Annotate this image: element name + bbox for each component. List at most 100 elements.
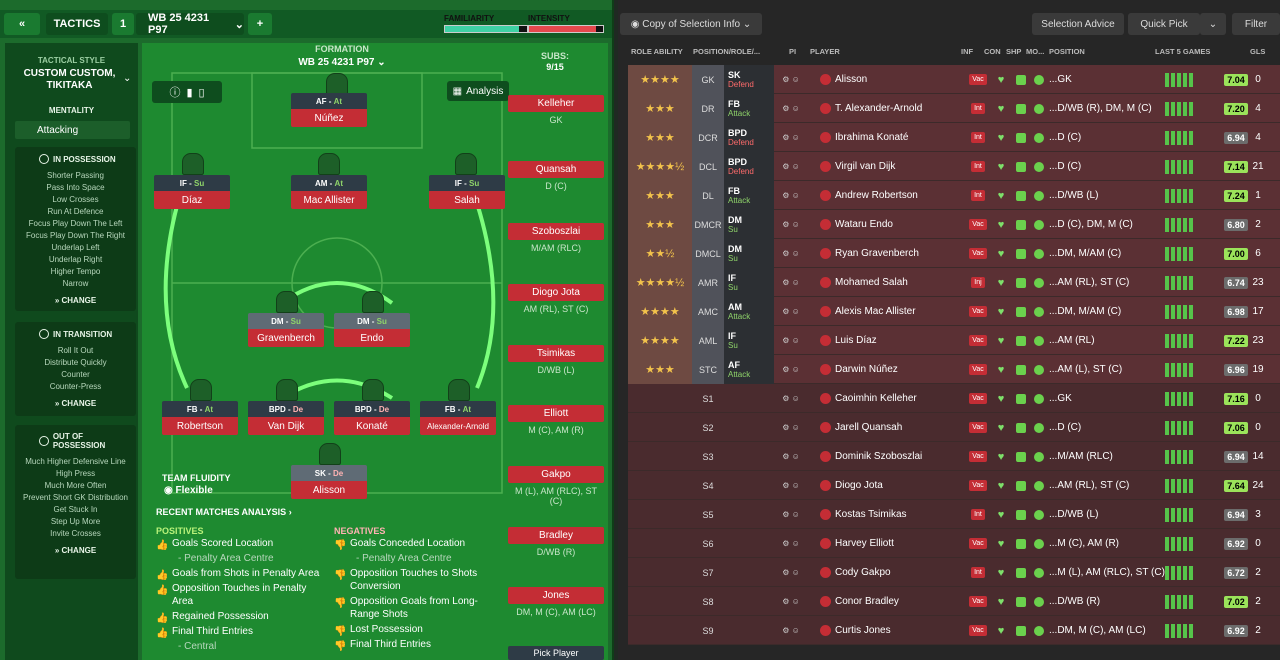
player-instructions-icon[interactable]: ⚙ ☺ [782, 365, 800, 374]
role-cell[interactable]: IF Su [724, 326, 774, 355]
role-duty[interactable]: FB - At [420, 401, 496, 417]
player-instructions-icon[interactable]: ⚙ ☺ [782, 452, 800, 461]
col-inf[interactable]: INF [961, 47, 974, 56]
role-cell[interactable]: SK Defend [724, 65, 774, 94]
player-cell[interactable]: Alisson [820, 65, 960, 94]
col-position-role[interactable]: POSITION/ROLE/... [693, 47, 761, 56]
player-instructions-icon[interactable]: ⚙ ☺ [782, 191, 800, 200]
player-name[interactable]: Alexander-Arnold [420, 417, 496, 435]
player-instructions-icon[interactable]: ⚙ ☺ [782, 510, 800, 519]
col-position[interactable]: POSITION [1049, 47, 1085, 56]
col-gls[interactable]: GLS [1250, 47, 1266, 56]
table-row[interactable]: S6 ⚙ ☺ Harvey Elliott Vac ♥ ...M (C), AM (R) 6… [628, 529, 1280, 558]
table-row[interactable]: S2 ⚙ ☺ Jarell Quansah Vac ♥ ...D (C) 7.06 0 [628, 413, 1280, 442]
table-row[interactable]: ★★★★½ DCL BPD Defend ⚙ ☺ Virgil van Dijk Int ♥.… [628, 152, 1280, 181]
position-slot-dcl[interactable]: BPD - De Van Dijk [248, 401, 324, 435]
player-cell[interactable]: Conor Bradley [820, 587, 960, 616]
position-slot-dmcl[interactable]: DM - Su Gravenberch [248, 313, 324, 347]
table-row[interactable]: ★★½ DMCL DM Su ⚙ ☺ Ryan Gravenberch Vac ♥ ...DM,… [628, 239, 1280, 268]
player-name[interactable]: Konaté [334, 417, 410, 435]
sub-slot[interactable]: Kelleher GK [508, 95, 604, 125]
col-player[interactable]: PLAYER [810, 47, 840, 56]
sub-slot[interactable]: Bradley D/WB (R) [508, 527, 604, 557]
table-row[interactable]: S5 ⚙ ☺ Kostas Tsimikas Int ♥ ...D/WB (L) 6.94 3 [628, 500, 1280, 529]
col-role-ability[interactable]: ROLE ABILITY [631, 47, 683, 56]
position-slot-af[interactable]: AF - At Núñez [291, 93, 367, 127]
player-instructions-icon[interactable]: ⚙ ☺ [782, 307, 800, 316]
sub-name[interactable]: Szoboszlai [508, 223, 604, 240]
change-out-of-possession-button[interactable]: » CHANGE [54, 546, 97, 555]
player-instructions-icon[interactable]: ⚙ ☺ [782, 249, 800, 258]
player-instructions-icon[interactable]: ⚙ ☺ [782, 423, 800, 432]
player-instructions-icon[interactable]: ⚙ ☺ [782, 75, 800, 84]
player-cell[interactable]: Curtis Jones [820, 616, 960, 645]
tactic-selector[interactable]: WB 25 4231 P97 ⌄ [136, 12, 244, 36]
sub-name[interactable]: Jones [508, 587, 604, 604]
sub-slot[interactable]: Quansah D (C) [508, 161, 604, 191]
selection-advice-button[interactable]: Selection Advice [1032, 13, 1124, 35]
sub-slot[interactable]: Tsimikas D/WB (L) [508, 345, 604, 375]
position-slot-gk[interactable]: SK - De Alisson [291, 465, 367, 499]
player-cell[interactable]: Darwin Núñez [820, 355, 960, 384]
role-cell[interactable]: AF Attack [724, 355, 774, 384]
player-name[interactable]: Mac Allister [291, 191, 367, 209]
role-duty[interactable]: FB - At [162, 401, 238, 417]
role-duty[interactable]: AM - At [291, 175, 367, 191]
player-cell[interactable]: Diogo Jota [820, 471, 960, 500]
sub-name[interactable]: Elliott [508, 405, 604, 422]
sub-name[interactable]: Bradley [508, 527, 604, 544]
tactical-style-value[interactable]: CUSTOM CUSTOM, TIKITAKA [23, 68, 116, 91]
player-name[interactable]: Gravenberch [248, 329, 324, 347]
role-cell[interactable]: IF Su [724, 268, 774, 297]
player-cell[interactable]: Virgil van Dijk [820, 152, 960, 181]
player-instructions-icon[interactable]: ⚙ ☺ [782, 278, 800, 287]
player-instructions-icon[interactable]: ⚙ ☺ [782, 568, 800, 577]
role-duty[interactable]: IF - Su [429, 175, 505, 191]
position-slot-ifl[interactable]: IF - Su Díaz [154, 175, 230, 209]
role-cell[interactable]: BPD Defend [724, 152, 774, 181]
col-shp[interactable]: SHP [1006, 47, 1022, 56]
role-cell[interactable]: BPD Defend [724, 123, 774, 152]
player-instructions-icon[interactable]: ⚙ ☺ [782, 481, 800, 490]
chevron-down-icon[interactable]: ⌄ [123, 73, 132, 84]
player-cell[interactable]: Mohamed Salah [820, 268, 960, 297]
position-slot-ifr[interactable]: IF - Su Salah [429, 175, 505, 209]
double-chevron-left-icon[interactable]: « [4, 13, 40, 35]
mentality-selector[interactable]: Attacking [15, 121, 130, 139]
sub-slot[interactable]: Jones DM, M (C), AM (LC) [508, 587, 604, 617]
sub-name[interactable]: Gakpo [508, 466, 604, 483]
role-cell[interactable]: AM Attack [724, 297, 774, 326]
player-name[interactable]: Endo [334, 329, 410, 347]
player-name[interactable]: Alisson [291, 481, 367, 499]
col-last5[interactable]: LAST 5 GAMES [1155, 47, 1211, 56]
col-pi[interactable]: PI [789, 47, 797, 56]
table-row[interactable]: S7 ⚙ ☺ Cody Gakpo Int ♥ ...M (L), AM (RLC), S… [628, 558, 1280, 587]
position-slot-am[interactable]: AM - At Mac Allister [291, 175, 367, 209]
player-instructions-icon[interactable]: ⚙ ☺ [782, 336, 800, 345]
table-row[interactable]: ★★★ DMCR DM Su ⚙ ☺ Wataru Endo Vac ♥ ...D (C), D… [628, 210, 1280, 239]
clipboard-icon[interactable]: ▯ [198, 86, 205, 99]
player-cell[interactable]: Cody Gakpo [820, 558, 960, 587]
sub-slot[interactable]: Diogo Jota AM (RL), ST (C) [508, 284, 604, 314]
sub-name[interactable]: Kelleher [508, 95, 604, 112]
table-row[interactable]: ★★★ DL FB Attack ⚙ ☺ Andrew Robertson Int ♥ ...D… [628, 181, 1280, 210]
role-duty[interactable]: AF - At [291, 93, 367, 109]
role-cell[interactable]: DM Su [724, 210, 774, 239]
player-name[interactable]: Robertson [162, 417, 238, 435]
pick-player-button[interactable]: Pick Player [508, 646, 604, 660]
col-con[interactable]: CON [984, 47, 1001, 56]
role-duty[interactable]: IF - Su [154, 175, 230, 191]
role-duty[interactable]: SK - De [291, 465, 367, 481]
change-in-possession-button[interactable]: » CHANGE [54, 296, 97, 305]
player-cell[interactable]: Jarell Quansah [820, 413, 960, 442]
table-row[interactable]: ★★★★½ AMR IF Su ⚙ ☺ Mohamed Salah Inj ♥ ...AM (R… [628, 268, 1280, 297]
player-name[interactable]: Van Dijk [248, 417, 324, 435]
sub-slot[interactable]: Szoboszlai M/AM (RLC) [508, 223, 604, 253]
table-row[interactable]: S8 ⚙ ☺ Conor Bradley Vac ♥ ...D/WB (R) 7.02 2 [628, 587, 1280, 616]
role-cell[interactable]: FB Attack [724, 181, 774, 210]
player-instructions-icon[interactable]: ⚙ ☺ [782, 539, 800, 548]
player-cell[interactable]: T. Alexander-Arnold [820, 94, 960, 123]
player-instructions-icon[interactable]: ⚙ ☺ [782, 626, 800, 635]
role-cell[interactable]: FB Attack [724, 94, 774, 123]
player-cell[interactable]: Dominik Szoboszlai [820, 442, 960, 471]
